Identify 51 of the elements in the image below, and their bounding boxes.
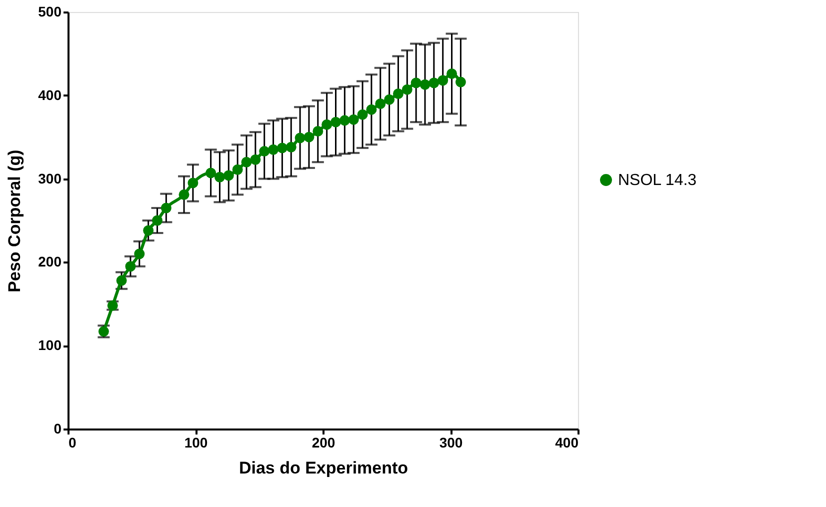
point [410, 78, 422, 88]
y-tick-label: 0 [54, 420, 62, 436]
point [339, 115, 350, 126]
point [125, 261, 136, 272]
point [259, 146, 270, 157]
point [160, 202, 172, 214]
x-tick-label: 200 [312, 434, 336, 450]
point [446, 68, 458, 79]
x-tick-label: 400 [555, 434, 579, 450]
point [312, 126, 324, 136]
point [438, 75, 448, 86]
point [206, 168, 216, 178]
point [348, 114, 359, 125]
point [304, 132, 314, 142]
y-axis-title: Peso Corporal (g) [5, 150, 24, 292]
point [250, 154, 261, 165]
point [375, 98, 386, 109]
point [294, 132, 306, 144]
point [366, 104, 377, 115]
point [392, 88, 404, 99]
point [357, 109, 368, 120]
y-tick-label: 400 [38, 86, 62, 103]
point [402, 84, 412, 95]
point [188, 178, 198, 188]
point [223, 170, 234, 181]
point [286, 142, 296, 152]
point [330, 116, 341, 128]
point [428, 78, 440, 88]
point [116, 275, 127, 286]
point [420, 79, 430, 90]
x-axis-title: Dias do Experimento [238, 458, 408, 478]
point [178, 189, 190, 200]
y-tick-label: 500 [38, 4, 62, 20]
x-tick-label: 300 [439, 434, 463, 450]
point [384, 94, 395, 105]
point [268, 144, 279, 155]
point [276, 142, 288, 154]
point [143, 225, 154, 236]
point [152, 215, 162, 226]
y-tick-label: 200 [38, 254, 62, 270]
point [134, 248, 145, 260]
point [322, 119, 332, 130]
x-tick-label: 100 [184, 434, 208, 450]
point [214, 172, 225, 182]
point [455, 76, 466, 88]
point [232, 164, 243, 175]
point [241, 156, 252, 168]
y-tick-label: 300 [38, 170, 62, 186]
legend-label: NSOL 14.3 [618, 172, 697, 189]
x-tick-label: 0 [68, 434, 76, 450]
y-tick-label: 100 [38, 337, 62, 354]
